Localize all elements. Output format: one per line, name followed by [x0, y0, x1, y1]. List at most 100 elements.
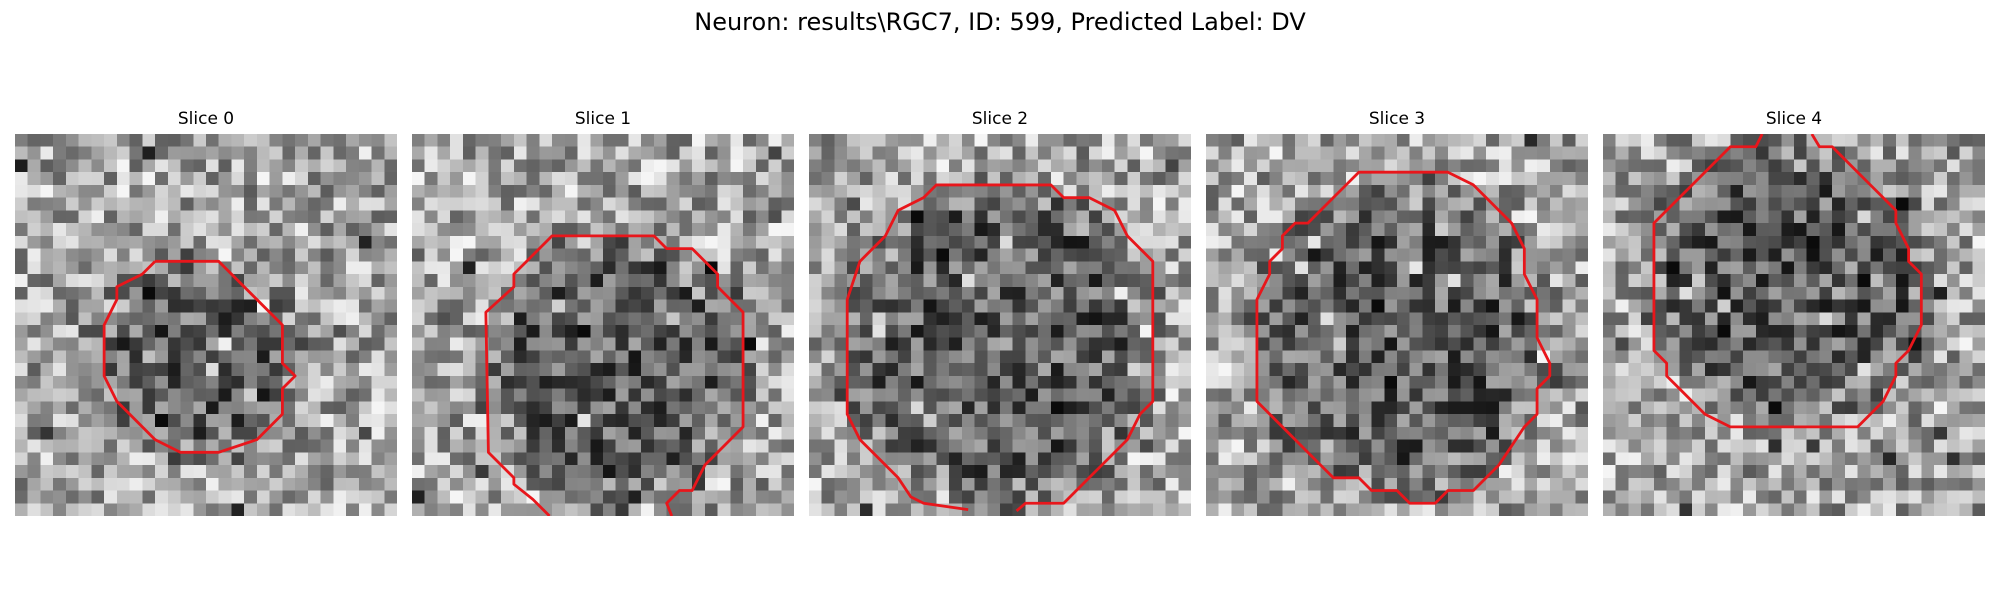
image-pixel — [371, 184, 385, 198]
image-pixel — [384, 210, 397, 224]
image-pixel — [885, 452, 899, 466]
image-pixel — [743, 248, 757, 262]
image-pixel — [1549, 223, 1563, 237]
image-pixel — [859, 465, 873, 479]
image-pixel — [384, 235, 397, 249]
image-pixel — [628, 375, 642, 389]
image-pixel — [53, 146, 67, 160]
image-pixel — [78, 477, 92, 491]
image-pixel — [1537, 452, 1551, 466]
image-pixel — [1012, 337, 1026, 351]
image-pixel — [1256, 337, 1270, 351]
image-pixel — [475, 286, 489, 300]
image-pixel — [847, 337, 861, 351]
image-pixel — [936, 477, 950, 491]
image-pixel — [256, 465, 270, 479]
image-pixel — [295, 172, 309, 186]
image-pixel — [15, 172, 28, 186]
image-pixel — [231, 426, 245, 440]
image-pixel — [1934, 477, 1948, 491]
image-pixel — [949, 426, 963, 440]
image-pixel — [53, 197, 67, 211]
image-pixel — [40, 159, 54, 173]
image-pixel — [1076, 286, 1090, 300]
image-pixel — [615, 235, 629, 249]
image-pixel — [1012, 350, 1026, 364]
image-pixel — [526, 261, 540, 275]
image-pixel — [564, 503, 578, 516]
image-pixel — [1114, 134, 1128, 147]
image-pixel — [437, 261, 451, 275]
image-pixel — [1152, 503, 1166, 516]
image-pixel — [320, 426, 334, 440]
image-pixel — [142, 477, 156, 491]
image-pixel — [27, 210, 41, 224]
image-pixel — [1012, 325, 1026, 338]
image-pixel — [358, 452, 372, 466]
image-pixel — [1959, 401, 1973, 415]
image-pixel — [1781, 439, 1795, 453]
image-pixel — [1371, 388, 1385, 402]
image-pixel — [1511, 197, 1525, 211]
image-pixel — [1921, 146, 1935, 160]
image-pixel — [1908, 235, 1922, 249]
image-pixel — [412, 261, 425, 275]
image-pixel — [1498, 286, 1512, 300]
image-pixel — [1921, 388, 1935, 402]
image-pixel — [872, 426, 886, 440]
image-pixel — [564, 134, 578, 147]
image-pixel — [692, 146, 706, 160]
image-pixel — [501, 248, 515, 262]
image-pixel — [412, 325, 425, 338]
image-pixel — [1511, 210, 1525, 224]
image-pixel — [1307, 286, 1321, 300]
image-pixel — [1641, 261, 1655, 275]
image-pixel — [129, 299, 143, 313]
image-pixel — [590, 261, 604, 275]
image-pixel — [1152, 312, 1166, 326]
image-pixel — [666, 426, 680, 440]
image-pixel — [717, 210, 731, 224]
image-pixel — [834, 159, 848, 173]
image-pixel — [1679, 465, 1693, 479]
image-pixel — [1908, 134, 1922, 147]
image-pixel — [1575, 146, 1588, 160]
image-pixel — [167, 146, 181, 160]
image-pixel — [1615, 465, 1629, 479]
image-pixel — [1704, 350, 1718, 364]
image-pixel — [1140, 452, 1154, 466]
image-pixel — [1972, 337, 1985, 351]
image-pixel — [1498, 274, 1512, 288]
image-pixel — [1140, 388, 1154, 402]
image-pixel — [1422, 375, 1436, 389]
image-pixel — [1422, 248, 1436, 262]
image-pixel — [142, 184, 156, 198]
image-pixel — [282, 477, 296, 491]
image-pixel — [1755, 363, 1769, 377]
image-pixel — [1934, 465, 1948, 479]
image-pixel — [987, 286, 1001, 300]
image-pixel — [142, 223, 156, 237]
image-pixel — [1422, 388, 1436, 402]
image-pixel — [641, 197, 655, 211]
image-pixel — [1498, 223, 1512, 237]
image-pixel — [1165, 388, 1179, 402]
image-pixel — [424, 286, 438, 300]
image-pixel — [1806, 490, 1820, 504]
image-pixel — [53, 401, 67, 415]
image-pixel — [1063, 337, 1077, 351]
image-pixel — [885, 274, 899, 288]
image-pixel — [65, 375, 79, 389]
image-pixel — [1282, 503, 1296, 516]
image-pixel — [1908, 452, 1922, 466]
image-pixel — [1562, 337, 1576, 351]
image-pixel — [167, 159, 181, 173]
image-pixel — [488, 210, 502, 224]
image-pixel — [218, 312, 232, 326]
image-pixel — [501, 503, 515, 516]
image-pixel — [142, 312, 156, 326]
image-pixel — [552, 159, 566, 173]
image-pixel — [1409, 414, 1423, 428]
image-pixel — [1934, 134, 1948, 147]
image-pixel — [1549, 235, 1563, 249]
